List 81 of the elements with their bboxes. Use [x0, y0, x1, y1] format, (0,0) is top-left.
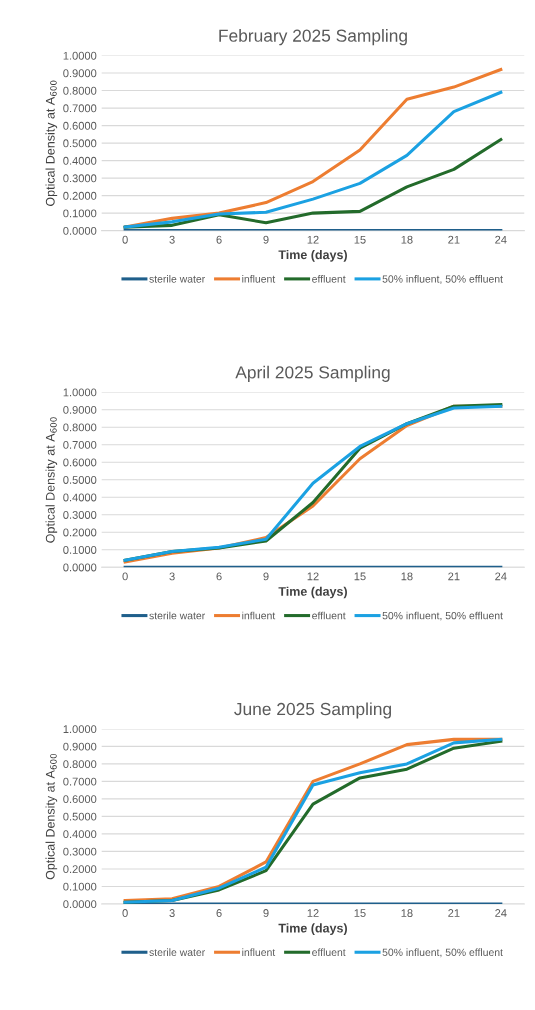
y-tick-label: 0.4000 [63, 493, 97, 502]
y-axis-title: Optical Density at A$_{600}$ [45, 753, 58, 880]
y-tick-label: 0.5000 [63, 476, 97, 484]
y-tick-label: 0.5000 [63, 139, 97, 148]
y-tick-label: 0.7000 [63, 104, 97, 113]
x-tick-label: 15 [354, 909, 366, 917]
y-tick-label: 0.0000 [63, 563, 97, 572]
x-tick-label: 9 [263, 909, 269, 917]
legend-label: sterile water [149, 275, 206, 283]
legend-label: 50% influent, 50% effluent [382, 948, 503, 958]
legend-label: effluent [312, 948, 346, 956]
x-axis-title: Time (days) [278, 586, 347, 599]
x-tick-label: 3 [169, 235, 175, 244]
x-axis-title: Time (days) [278, 250, 347, 262]
y-tick-label: 0.2000 [63, 865, 97, 874]
y-tick-label: 0.3000 [63, 847, 97, 856]
y-tick-label: 0.1000 [63, 209, 97, 218]
x-tick-label: 0 [122, 235, 128, 244]
y-tick-label: 0.6000 [63, 795, 97, 804]
x-tick-label: 18 [401, 572, 413, 581]
y-tick-label: 0.4000 [63, 156, 97, 165]
y-tick-label: 0.0000 [63, 900, 97, 909]
y-tick-label: 0.6000 [63, 458, 97, 467]
chart-title: April 2025 Sampling [235, 365, 390, 382]
y-tick-label: 0.2000 [63, 191, 97, 200]
y-tick-label: 0.9000 [63, 69, 97, 78]
legend-label: 50% influent, 50% effluent [382, 275, 503, 284]
y-tick-label: 1.0000 [63, 51, 97, 60]
x-tick-label: 12 [307, 572, 319, 581]
y-tick-label: 0.7000 [63, 441, 97, 449]
legend-label: influent [242, 611, 276, 620]
x-tick-label: 6 [216, 235, 222, 244]
y-tick-label: 0.4000 [63, 830, 97, 839]
x-tick-label: 12 [307, 909, 319, 917]
y-tick-label: 0.7000 [63, 777, 97, 786]
x-tick-label: 21 [448, 235, 460, 244]
legend-label: influent [242, 275, 276, 283]
x-tick-label: 3 [169, 909, 175, 917]
y-tick-label: 0.5000 [63, 812, 97, 821]
y-tick-label: 0.3000 [63, 511, 97, 519]
y-tick-label: 0.2000 [63, 528, 97, 537]
x-tick-label: 21 [448, 572, 460, 581]
x-tick-label: 24 [495, 909, 507, 917]
x-tick-label: 3 [169, 572, 175, 581]
y-tick-label: 0.9000 [63, 405, 97, 414]
legend-label: effluent [312, 611, 346, 620]
y-tick-label: 0.1000 [63, 546, 97, 554]
y-tick-label: 0.8000 [63, 760, 97, 769]
x-tick-label: 12 [307, 235, 319, 244]
x-tick-label: 21 [448, 909, 460, 917]
y-tick-label: 0.9000 [63, 742, 97, 751]
legend-label: sterile water [149, 611, 206, 620]
chart-title: February 2025 Sampling [219, 29, 407, 46]
legend-label: effluent [312, 275, 346, 283]
x-tick-label: 6 [216, 572, 222, 581]
x-tick-label: 0 [122, 572, 128, 581]
y-tick-label: 0.6000 [63, 121, 97, 130]
y-tick-label: 1.0000 [63, 725, 97, 734]
legend-label: influent [242, 948, 276, 956]
x-tick-label: 9 [263, 235, 269, 244]
y-tick-label: 0.8000 [63, 423, 97, 432]
chart-title: June 2025 Sampling [234, 702, 392, 719]
x-tick-label: 15 [354, 235, 366, 244]
legend-label: sterile water [149, 948, 206, 956]
legend-label: 50% influent, 50% effluent [382, 611, 503, 621]
y-tick-label: 1.0000 [63, 388, 97, 397]
x-tick-label: 18 [401, 235, 413, 244]
x-tick-label: 9 [263, 572, 269, 581]
y-axis-title: Optical Density at A$_{600}$ [45, 417, 58, 543]
x-tick-label: 24 [495, 235, 507, 244]
y-tick-label: 0.8000 [63, 86, 97, 95]
y-tick-label: 0.0000 [63, 226, 97, 235]
x-tick-label: 18 [401, 909, 413, 917]
y-tick-label: 0.3000 [63, 174, 97, 183]
x-tick-label: 24 [495, 572, 507, 581]
x-tick-label: 0 [122, 909, 128, 917]
y-axis-title: Optical Density at A$_{600}$ [45, 80, 58, 206]
x-tick-label: 6 [216, 909, 222, 917]
y-tick-label: 0.1000 [63, 882, 97, 891]
x-axis-title: Time (days) [278, 923, 347, 935]
x-tick-label: 15 [354, 572, 366, 581]
